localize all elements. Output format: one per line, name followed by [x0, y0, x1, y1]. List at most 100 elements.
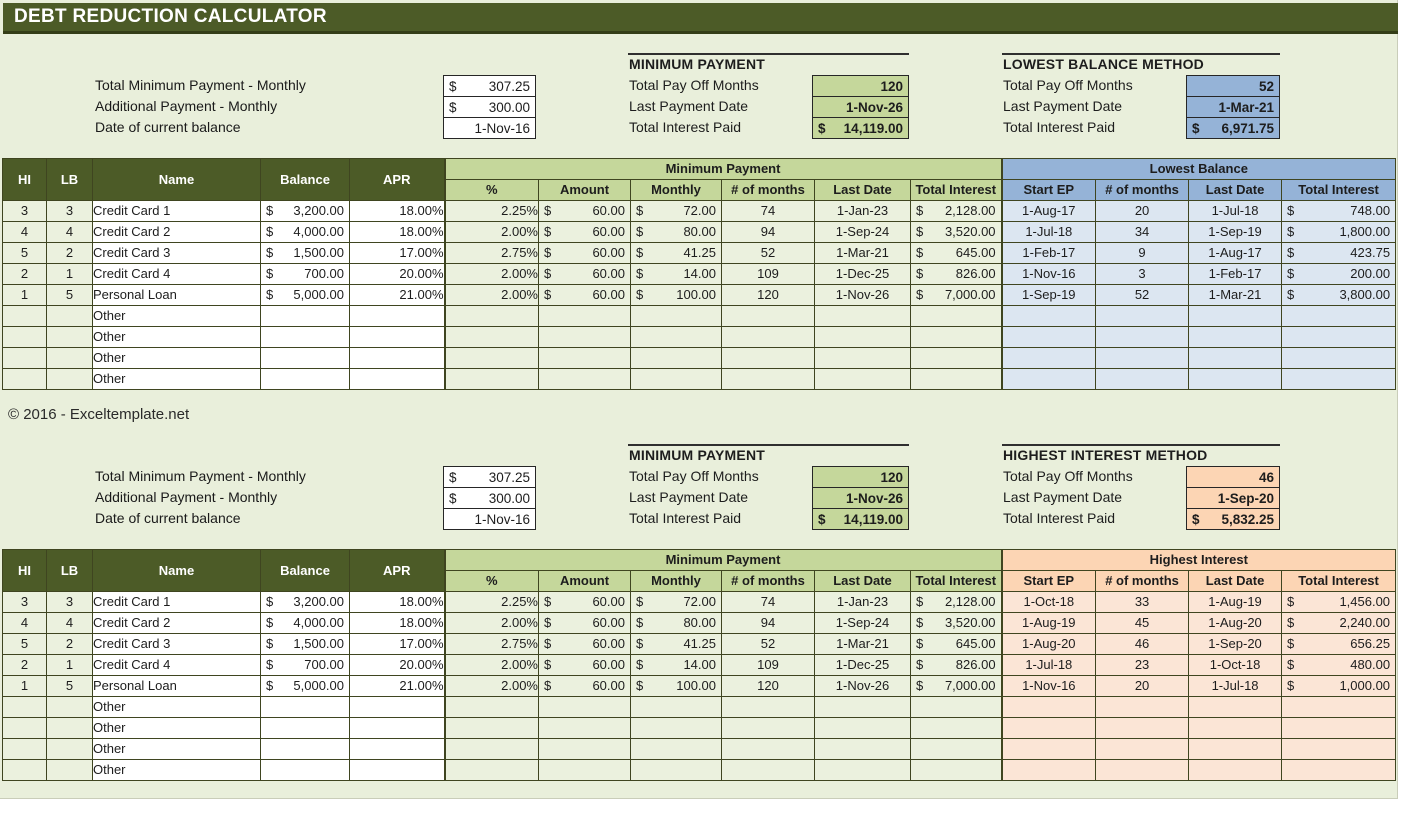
- cell-apr[interactable]: [349, 326, 445, 348]
- cell-last-date-accent[interactable]: 1-Sep-19: [1188, 221, 1283, 243]
- cell-apr[interactable]: [349, 717, 445, 739]
- cell-percent[interactable]: 2.25%: [443, 591, 539, 613]
- cell-lb[interactable]: [46, 696, 93, 718]
- cell-apr[interactable]: 20.00%: [349, 654, 445, 676]
- cell-num-months[interactable]: [721, 738, 815, 760]
- cell-num-months[interactable]: [721, 326, 815, 348]
- cell-num-months[interactable]: 120: [721, 284, 815, 306]
- cell-lb[interactable]: 2: [46, 242, 93, 264]
- cell-last-date-accent[interactable]: 1-Aug-20: [1188, 612, 1283, 634]
- cell-apr[interactable]: 18.00%: [349, 612, 445, 634]
- cell-start-ep[interactable]: 1-Nov-16: [1000, 263, 1097, 285]
- cell-start-ep[interactable]: 1-Oct-18: [1000, 591, 1097, 613]
- cell-balance[interactable]: $4,000.00: [260, 612, 350, 634]
- cell-name[interactable]: Personal Loan: [92, 284, 261, 306]
- cell-apr[interactable]: [349, 759, 445, 781]
- cell-name[interactable]: Personal Loan: [92, 675, 261, 697]
- cell-total-interest-accent[interactable]: $748.00: [1281, 200, 1397, 222]
- cell-hi[interactable]: [2, 717, 47, 739]
- cell-num-months[interactable]: 74: [721, 200, 815, 222]
- cell-balance[interactable]: $700.00: [260, 654, 350, 676]
- cell-last-date[interactable]: [814, 759, 911, 781]
- cell-percent[interactable]: 2.00%: [443, 221, 539, 243]
- cell-name[interactable]: Other: [92, 368, 261, 390]
- cell-percent[interactable]: 2.75%: [443, 633, 539, 655]
- cell-lb[interactable]: 3: [46, 591, 93, 613]
- cell-name[interactable]: Credit Card 2: [92, 221, 261, 243]
- cell-total-interest-accent[interactable]: $480.00: [1281, 654, 1397, 676]
- cell-apr[interactable]: [349, 305, 445, 327]
- cell-lb[interactable]: [46, 326, 93, 348]
- cell-balance[interactable]: [260, 326, 350, 348]
- cell-amount[interactable]: $60.00: [538, 263, 631, 285]
- cell-total-interest[interactable]: $2,128.00: [909, 591, 1003, 613]
- cell-num-months[interactable]: [721, 717, 815, 739]
- cell-total-interest-accent[interactable]: [1281, 305, 1397, 327]
- cell-total-interest-accent[interactable]: $1,456.00: [1281, 591, 1397, 613]
- cell-lb[interactable]: 3: [46, 200, 93, 222]
- cell-total-interest-accent[interactable]: [1281, 759, 1397, 781]
- cell-name[interactable]: Other: [92, 326, 261, 348]
- cell-num-months-accent[interactable]: 52: [1095, 284, 1190, 306]
- cell-balance[interactable]: [260, 305, 350, 327]
- cell-start-ep[interactable]: 1-Nov-16: [1000, 675, 1097, 697]
- cell-name[interactable]: Other: [92, 717, 261, 739]
- cell-monthly[interactable]: [630, 717, 722, 739]
- cell-num-months[interactable]: 52: [721, 633, 815, 655]
- cell-total-interest-accent[interactable]: [1281, 326, 1397, 348]
- cell-name[interactable]: Credit Card 4: [92, 654, 261, 676]
- cell-last-date-accent[interactable]: 1-Aug-19: [1188, 591, 1283, 613]
- cell-lb[interactable]: 1: [46, 654, 93, 676]
- cell-name[interactable]: Credit Card 1: [92, 200, 261, 222]
- cell-monthly[interactable]: $72.00: [630, 591, 722, 613]
- cell-percent[interactable]: 2.75%: [443, 242, 539, 264]
- cell-num-months-accent[interactable]: 20: [1095, 675, 1190, 697]
- cell-last-date[interactable]: 1-Mar-21: [814, 242, 911, 264]
- cell-lb[interactable]: [46, 368, 93, 390]
- cell-apr[interactable]: 17.00%: [349, 242, 445, 264]
- cell-percent[interactable]: 2.00%: [443, 284, 539, 306]
- cell-name[interactable]: Other: [92, 738, 261, 760]
- cell-last-date-accent[interactable]: 1-Aug-17: [1188, 242, 1283, 264]
- cell-balance[interactable]: $5,000.00: [260, 284, 350, 306]
- input-total-minimum-payment[interactable]: $307.25: [443, 466, 536, 488]
- cell-last-date[interactable]: 1-Sep-24: [814, 612, 911, 634]
- cell-last-date[interactable]: 1-Dec-25: [814, 654, 911, 676]
- cell-num-months[interactable]: 74: [721, 591, 815, 613]
- cell-hi[interactable]: [2, 326, 47, 348]
- cell-total-interest[interactable]: $826.00: [909, 263, 1003, 285]
- cell-num-months[interactable]: 120: [721, 675, 815, 697]
- cell-num-months-accent[interactable]: [1095, 368, 1190, 390]
- cell-amount[interactable]: $60.00: [538, 633, 631, 655]
- cell-apr[interactable]: 21.00%: [349, 675, 445, 697]
- cell-monthly[interactable]: $80.00: [630, 221, 722, 243]
- cell-hi[interactable]: [2, 759, 47, 781]
- cell-total-interest[interactable]: [909, 696, 1003, 718]
- cell-total-interest[interactable]: $7,000.00: [909, 284, 1003, 306]
- cell-monthly[interactable]: $41.25: [630, 242, 722, 264]
- cell-num-months-accent[interactable]: 34: [1095, 221, 1190, 243]
- cell-amount[interactable]: $60.00: [538, 284, 631, 306]
- cell-start-ep[interactable]: [1000, 738, 1097, 760]
- cell-num-months-accent[interactable]: 20: [1095, 200, 1190, 222]
- cell-monthly[interactable]: $14.00: [630, 263, 722, 285]
- cell-amount[interactable]: [538, 759, 631, 781]
- cell-total-interest-accent[interactable]: $2,240.00: [1281, 612, 1397, 634]
- cell-last-date[interactable]: [814, 696, 911, 718]
- cell-total-interest-accent[interactable]: $1,000.00: [1281, 675, 1397, 697]
- cell-percent[interactable]: [443, 347, 539, 369]
- cell-hi[interactable]: [2, 696, 47, 718]
- cell-start-ep[interactable]: 1-Sep-19: [1000, 284, 1097, 306]
- cell-total-interest-accent[interactable]: $1,800.00: [1281, 221, 1397, 243]
- cell-start-ep[interactable]: [1000, 696, 1097, 718]
- cell-total-interest-accent[interactable]: [1281, 717, 1397, 739]
- cell-num-months-accent[interactable]: [1095, 305, 1190, 327]
- cell-lb[interactable]: [46, 738, 93, 760]
- cell-num-months-accent[interactable]: [1095, 738, 1190, 760]
- cell-start-ep[interactable]: [1000, 759, 1097, 781]
- cell-monthly[interactable]: [630, 696, 722, 718]
- cell-lb[interactable]: 5: [46, 675, 93, 697]
- cell-last-date-accent[interactable]: 1-Sep-20: [1188, 633, 1283, 655]
- cell-apr[interactable]: 18.00%: [349, 221, 445, 243]
- cell-lb[interactable]: [46, 717, 93, 739]
